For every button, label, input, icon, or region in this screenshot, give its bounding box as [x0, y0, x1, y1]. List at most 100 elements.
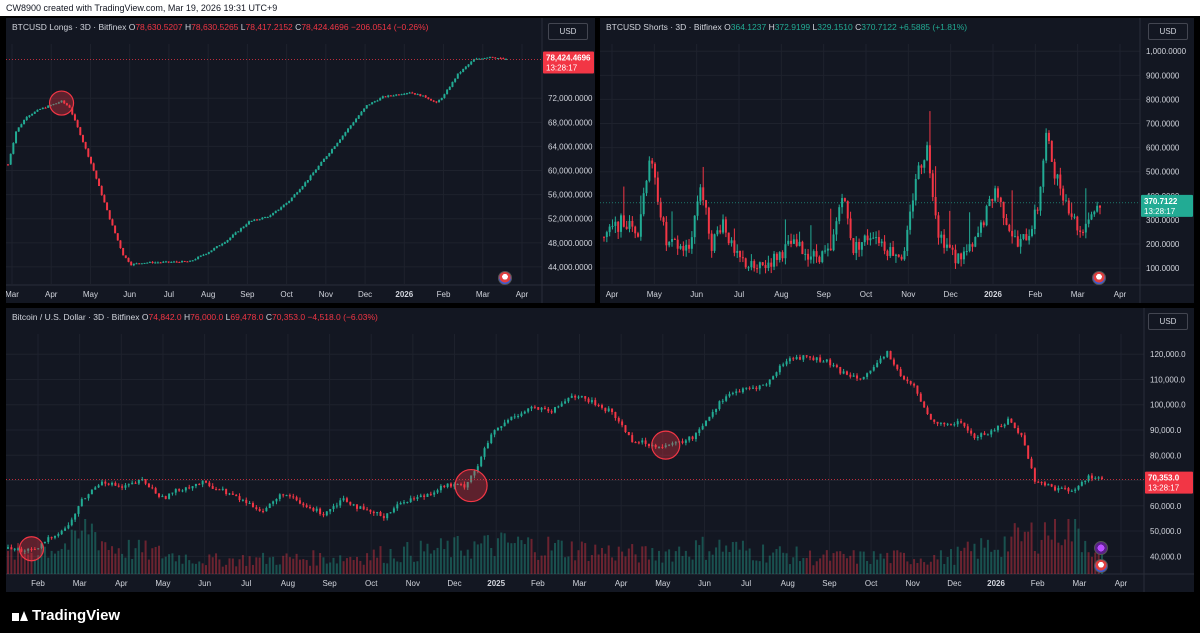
shorts-flag-icon[interactable]: [1092, 271, 1106, 285]
volume-bar: [507, 542, 510, 574]
candle-body: [1047, 484, 1050, 486]
candle-body: [13, 548, 16, 550]
longs-legend: BTCUSD Longs · 3D · Bitfinex O78,630.520…: [12, 22, 428, 32]
candle-body: [1019, 238, 1022, 247]
longs-chart[interactable]: 44,000.0000 48,000.0000 52,000.0000 56,000.…: [6, 18, 595, 303]
candle-body: [215, 246, 218, 249]
volume-bar: [356, 556, 359, 574]
shorts-chart[interactable]: 100.0000200.0000300.0000400.0000500.0000…: [600, 18, 1194, 303]
candle-body: [460, 484, 463, 486]
volume-bar: [322, 557, 325, 574]
volume-bar: [567, 556, 570, 574]
candle-body: [406, 501, 409, 503]
shorts-currency-button[interactable]: USD: [1148, 23, 1188, 40]
volume-bar: [698, 545, 701, 574]
volume-bar: [1010, 536, 1013, 574]
candle-body: [427, 97, 430, 100]
candle-body: [87, 494, 90, 499]
candle-body: [306, 180, 309, 183]
candle-body: [315, 508, 318, 511]
candle-body: [325, 156, 328, 159]
volume-bar: [540, 555, 543, 574]
longs-chart-panel[interactable]: 44,000.0000 48,000.0000 52,000.0000 56,000.…: [6, 18, 595, 303]
volume-bar: [134, 548, 137, 574]
candle-body: [256, 219, 258, 221]
candle-body: [755, 387, 758, 390]
volume-bar: [510, 543, 513, 574]
longs-flag-icon[interactable]: [498, 271, 512, 285]
candle-body: [144, 479, 147, 484]
candle-body: [631, 220, 634, 227]
candle-body: [221, 488, 224, 490]
candle-body: [863, 235, 866, 243]
candle-body: [829, 359, 832, 366]
shorts-o-value: 364.1237: [730, 22, 767, 32]
candle-body: [982, 222, 985, 226]
candle-body: [724, 219, 727, 233]
candle-body: [57, 102, 60, 104]
volume-bar: [460, 550, 463, 574]
volume-bar: [13, 559, 16, 574]
candle-body: [47, 537, 50, 542]
candle-body: [288, 200, 291, 203]
candle-body: [151, 487, 154, 489]
volume-bar: [845, 558, 848, 574]
x-tick-label: Apr: [1115, 579, 1128, 588]
volume-bar: [255, 557, 258, 574]
volume-bar: [238, 559, 241, 574]
candle-body: [852, 238, 855, 254]
btc-currency-button[interactable]: USD: [1148, 313, 1188, 330]
volume-bar: [161, 558, 164, 574]
candle-body: [1080, 481, 1083, 486]
candle-body: [614, 221, 617, 226]
volume-bar: [751, 560, 754, 574]
candle-body: [637, 233, 640, 237]
candle-body: [772, 376, 775, 380]
volume-bar: [866, 560, 869, 574]
volume-bar: [678, 546, 681, 574]
volume-bar: [661, 562, 664, 574]
candle-body: [154, 262, 157, 264]
btc-chart[interactable]: 40,000.050,000.060,000.070,000.080,000.0…: [6, 308, 1194, 592]
volume-bar: [973, 543, 976, 574]
longs-currency-button[interactable]: USD: [548, 23, 588, 40]
candle-body: [647, 443, 650, 447]
volume-bar: [835, 551, 838, 574]
candle-body: [560, 403, 563, 407]
candle-body: [708, 416, 711, 421]
candle-body: [68, 105, 71, 108]
volume-bar: [772, 552, 775, 574]
candle-body: [81, 135, 84, 143]
candle-body: [651, 160, 654, 164]
candle-body: [373, 101, 376, 103]
candle-body: [333, 146, 336, 150]
candle-body: [402, 502, 405, 504]
shorts-c-value: 370.7122: [861, 22, 897, 32]
btc-flag-icon[interactable]: [1094, 559, 1108, 573]
volume-bar: [94, 532, 97, 574]
btc-events-icon[interactable]: [1094, 541, 1108, 555]
volume-bar: [886, 552, 889, 574]
shorts-chart-panel[interactable]: 100.0000200.0000300.0000400.0000500.0000…: [600, 18, 1194, 303]
candle-body: [124, 485, 127, 488]
volume-bar: [453, 537, 456, 574]
candle-body: [1017, 428, 1020, 433]
x-tick-label: Mar: [476, 290, 490, 299]
candle-body: [1096, 205, 1099, 212]
volume-bar: [258, 557, 261, 574]
candle-body: [741, 388, 744, 393]
candle-body: [435, 101, 438, 103]
candle-body: [949, 423, 952, 425]
candle-body: [168, 493, 171, 499]
candle-body: [336, 142, 339, 147]
candle-body: [607, 408, 610, 412]
shorts-h-label: H: [768, 22, 775, 32]
candle-body: [574, 395, 577, 398]
candle-body: [767, 262, 770, 269]
candle-body: [277, 209, 280, 211]
x-tick-label: Sep: [322, 579, 337, 588]
candle-body: [205, 253, 208, 255]
btc-chart-panel[interactable]: 40,000.050,000.060,000.070,000.080,000.0…: [6, 308, 1194, 592]
candle-body: [979, 222, 982, 233]
volume-bar: [235, 566, 238, 574]
